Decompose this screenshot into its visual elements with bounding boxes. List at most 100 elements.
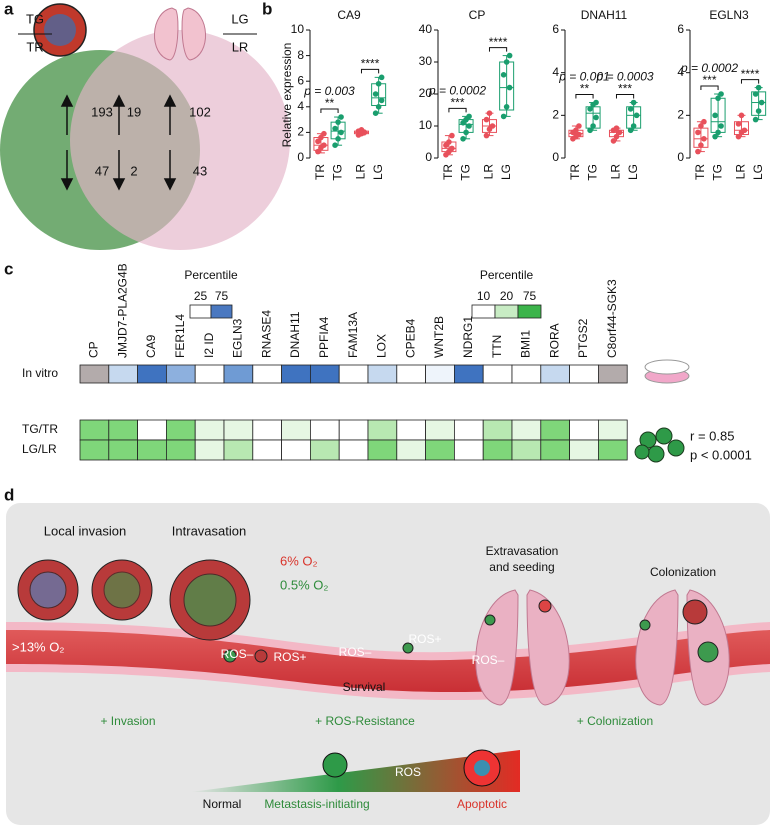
legend-tick: 20 <box>500 289 514 303</box>
p-value: p < 0.0001 <box>690 447 752 462</box>
stage-label: Local invasion <box>44 523 126 538</box>
legend-tick: 10 <box>477 289 491 303</box>
p-value: p = 0.0003 <box>596 70 654 84</box>
point <box>506 84 513 91</box>
x-tick-label: LG <box>371 164 385 180</box>
point <box>573 127 579 134</box>
point <box>741 127 748 134</box>
y-tick-label: 10 <box>291 22 305 36</box>
significance-bracket <box>488 47 508 52</box>
gene-label: I2 ID <box>202 332 216 358</box>
heatmap-cell <box>367 419 398 441</box>
point <box>735 133 742 140</box>
heatmap-cell <box>79 419 110 441</box>
heatmap-cell <box>108 364 139 384</box>
point <box>335 136 341 142</box>
significance-stars: *** <box>618 82 632 96</box>
gain-label: + Invasion <box>100 714 155 728</box>
gene-label: RNASE4 <box>259 310 273 358</box>
point <box>315 138 321 145</box>
oxygen-label: 6% O₂ <box>280 553 318 568</box>
venn-arrows <box>60 94 177 191</box>
point <box>332 142 338 148</box>
point <box>593 114 599 121</box>
heatmap-cell <box>309 364 340 384</box>
point <box>375 104 382 110</box>
y-tick-label: 0 <box>425 150 432 164</box>
gene-label: FER1L4 <box>173 314 187 358</box>
heatmap-cell <box>338 419 369 441</box>
significance-bracket <box>360 68 380 74</box>
point <box>752 91 759 97</box>
heatmap-cell <box>540 419 570 441</box>
x-tick-label: TG <box>458 164 472 181</box>
point <box>613 125 620 131</box>
ros-label: ROS+ <box>408 632 441 646</box>
point <box>738 112 745 119</box>
legend-tick: 75 <box>215 289 229 303</box>
gene-label: LOX <box>375 334 389 358</box>
point <box>715 129 721 136</box>
ros-label: ROS– <box>221 647 254 661</box>
heatmap-cell <box>482 364 513 384</box>
gene-label: FAM13A <box>346 312 360 358</box>
point <box>701 136 707 142</box>
point <box>460 136 466 142</box>
point <box>630 123 637 129</box>
y-tick-label: 0 <box>552 150 559 164</box>
correlation: r = 0.85 <box>690 428 734 443</box>
y-tick-label: 10 <box>419 118 433 132</box>
x-tick-label: LR <box>609 164 623 180</box>
p-value: p = 0.001 <box>558 70 609 84</box>
point <box>735 121 742 127</box>
point <box>446 139 452 145</box>
point <box>587 106 593 112</box>
heatmap-cell <box>194 419 225 441</box>
point <box>332 125 338 132</box>
heatmap-cell <box>309 439 340 461</box>
gene-label: TTN <box>490 335 504 358</box>
panel-label: c <box>4 259 13 278</box>
oxygen-label: >13% O₂ <box>12 639 64 654</box>
heatmap-cell <box>598 364 628 384</box>
x-tick-label: LR <box>354 164 368 180</box>
stage-label: Extravasation <box>486 544 559 558</box>
venn-count: 193 <box>91 104 113 119</box>
point <box>593 99 599 106</box>
point <box>712 133 718 140</box>
heatmap-cell <box>281 439 311 461</box>
cell-icon <box>474 760 490 776</box>
gene-label: CP <box>87 341 101 358</box>
heatmap-cell <box>338 439 369 461</box>
heatmap-cell <box>511 439 542 461</box>
point <box>633 112 640 119</box>
tumor-cells <box>17 559 719 663</box>
significance-stars: ** <box>580 82 590 96</box>
chart-title: CA9 <box>337 8 361 22</box>
heatmap-cell <box>396 419 426 441</box>
panel-label: b <box>262 0 272 18</box>
y-tick-label: 0 <box>297 150 304 164</box>
heatmap-cell <box>281 419 311 441</box>
venn-count: 102 <box>189 104 211 119</box>
heatmap-cell <box>396 364 426 384</box>
point <box>587 127 593 134</box>
gain-label: + ROS-Resistance <box>315 714 415 728</box>
point <box>576 123 582 129</box>
legend-tick: 25 <box>194 289 208 303</box>
venn-count: 47 <box>95 163 109 178</box>
point <box>483 116 490 123</box>
heatmap-cell <box>194 439 225 461</box>
point <box>372 91 379 97</box>
point <box>500 113 507 120</box>
cells-icon <box>634 427 685 463</box>
x-tick-label: TR <box>313 164 327 180</box>
cell-state: Apoptotic <box>457 797 507 811</box>
point <box>616 129 623 136</box>
legend-swatch <box>210 304 233 319</box>
stage-label: Intravasation <box>172 523 246 538</box>
heatmap: CP JMJD7-PLA2G4B CA9 FER1L4 I2 ID EGLN3 RNASE4… <box>22 263 628 461</box>
legend-swatch <box>471 304 496 319</box>
y-axis-label: Relative expression <box>280 43 294 148</box>
